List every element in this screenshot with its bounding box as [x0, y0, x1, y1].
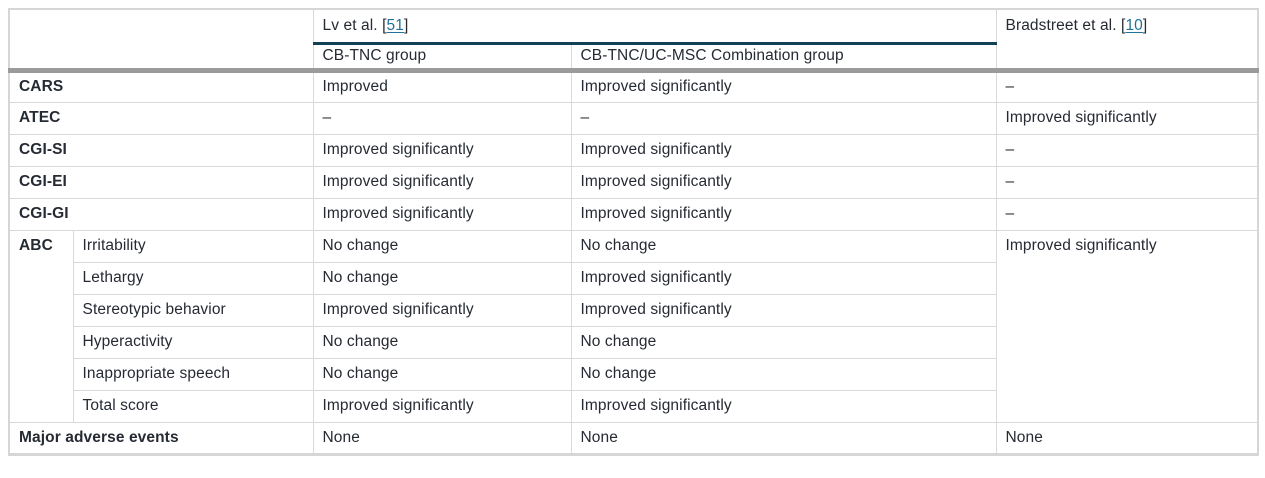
- row-label-abc: ABC: [8, 229, 74, 423]
- table-row-abc-stereotypic: Stereotypic behavior Improved significan…: [9, 293, 1258, 327]
- adverse-combo-value: None: [570, 421, 997, 455]
- row-label-major-adverse-events: Major adverse events: [8, 421, 314, 455]
- header-corner-cell: [8, 8, 314, 73]
- study-bradstreet-label: Bradstreet et al. [: [1005, 17, 1126, 34]
- adverse-cbtnc-value: None: [312, 421, 572, 455]
- abc-sub-label-irritability: Irritability: [72, 229, 314, 263]
- cgi-si-combo-value: Improved significantly: [570, 133, 997, 167]
- abc-irritability-cbtnc-value: No change: [312, 229, 572, 263]
- study-lv-bracket: ]: [403, 16, 409, 34]
- table-row-abc-lethargy: Lethargy No change Improved significantl…: [9, 261, 1258, 295]
- table-row-abc-inappropriate-speech: Inappropriate speech No change No change: [9, 357, 1258, 391]
- cgi-ei-cbtnc-value: Improved significantly: [312, 165, 572, 199]
- cgi-gi-cbtnc-value: Improved significantly: [312, 197, 572, 231]
- abc-total-score-cbtnc-value: Improved significantly: [312, 389, 572, 423]
- cgi-ei-combo-value: Improved significantly: [570, 165, 997, 199]
- table-row-major-adverse-events: Major adverse events None None None: [8, 421, 1259, 455]
- abc-inappropriate-speech-combo-value: No change: [570, 357, 997, 391]
- table-row-cars: CARS Improved Improved significantly –: [8, 69, 1259, 103]
- cars-bradstreet-value: –: [995, 69, 1259, 103]
- abc-sub-label-total-score: Total score: [72, 389, 314, 423]
- header-row-groups: CB-TNC group CB-TNC/UC-MSC Combination g…: [9, 42, 1258, 73]
- study-bradstreet-bracket: ]: [1142, 17, 1148, 34]
- row-label-cgi-ei: CGI-EI: [8, 165, 314, 199]
- cgi-gi-bradstreet-value: –: [995, 197, 1259, 231]
- table-row-cgi-gi: CGI-GI Improved significantly Improved s…: [8, 197, 1259, 231]
- header-study-lv: Lv et al. [51]: [312, 8, 997, 45]
- table-row-abc-hyperactivity: Hyperactivity No change No change: [9, 325, 1258, 359]
- table-body: CARS Improved Improved significantly – A…: [8, 69, 1259, 455]
- cgi-si-cbtnc-value: Improved significantly: [312, 133, 572, 167]
- abc-sub-label-hyperactivity: Hyperactivity: [72, 325, 314, 359]
- atec-combo-value: –: [570, 101, 997, 135]
- atec-bradstreet-value: Improved significantly: [995, 101, 1259, 135]
- abc-hyperactivity-combo-value: No change: [570, 325, 997, 359]
- cars-cbtnc-value: Improved: [312, 69, 572, 103]
- header-row-studies: Lv et al. [51] Bradstreet et al. [10]: [8, 8, 1259, 73]
- outcomes-comparison-table: Lv et al. [51] Bradstreet et al. [10] CB…: [8, 8, 1259, 456]
- cgi-si-bradstreet-value: –: [995, 133, 1259, 167]
- cgi-ei-bradstreet-value: –: [995, 165, 1259, 199]
- table-row-abc-total-score: Total score Improved significantly Impro…: [9, 389, 1258, 423]
- row-label-cars: CARS: [8, 69, 314, 103]
- abc-inappropriate-speech-cbtnc-value: No change: [312, 357, 572, 391]
- table-header: Lv et al. [51] Bradstreet et al. [10] CB…: [8, 8, 1259, 73]
- header-group-combination: CB-TNC/UC-MSC Combination group: [570, 42, 997, 73]
- table-row-cgi-si: CGI-SI Improved significantly Improved s…: [8, 133, 1259, 167]
- table-row-cgi-ei: CGI-EI Improved significantly Improved s…: [8, 165, 1259, 199]
- row-label-atec: ATEC: [8, 101, 314, 135]
- reference-link-10[interactable]: 10: [1125, 17, 1143, 34]
- abc-lethargy-combo-value: Improved significantly: [570, 261, 997, 295]
- row-label-cgi-gi: CGI-GI: [8, 197, 314, 231]
- abc-total-score-combo-value: Improved significantly: [570, 389, 997, 423]
- cars-combo-value: Improved significantly: [570, 69, 997, 103]
- table-row-atec: ATEC – – Improved significantly: [8, 101, 1259, 135]
- row-label-cgi-si: CGI-SI: [8, 133, 314, 167]
- header-study-bradstreet: Bradstreet et al. [10]: [995, 8, 1259, 73]
- abc-stereotypic-cbtnc-value: Improved significantly: [312, 293, 572, 327]
- cgi-gi-combo-value: Improved significantly: [570, 197, 997, 231]
- atec-cbtnc-value: –: [312, 101, 572, 135]
- study-lv-label: Lv et al. [: [322, 16, 387, 34]
- abc-sub-label-stereotypic: Stereotypic behavior: [72, 293, 314, 327]
- abc-sub-label-inappropriate-speech: Inappropriate speech: [72, 357, 314, 391]
- abc-bradstreet-value: Improved significantly: [995, 229, 1259, 423]
- abc-hyperactivity-cbtnc-value: No change: [312, 325, 572, 359]
- abc-irritability-combo-value: No change: [570, 229, 997, 263]
- header-group-cbtnc: CB-TNC group: [312, 42, 572, 73]
- table-row-abc-irritability: ABC Irritability No change No change Imp…: [8, 229, 1259, 423]
- abc-lethargy-cbtnc-value: No change: [312, 261, 572, 295]
- reference-link-51[interactable]: 51: [386, 16, 404, 34]
- adverse-bradstreet-value: None: [995, 421, 1259, 455]
- abc-stereotypic-combo-value: Improved significantly: [570, 293, 997, 327]
- abc-sub-label-lethargy: Lethargy: [72, 261, 314, 295]
